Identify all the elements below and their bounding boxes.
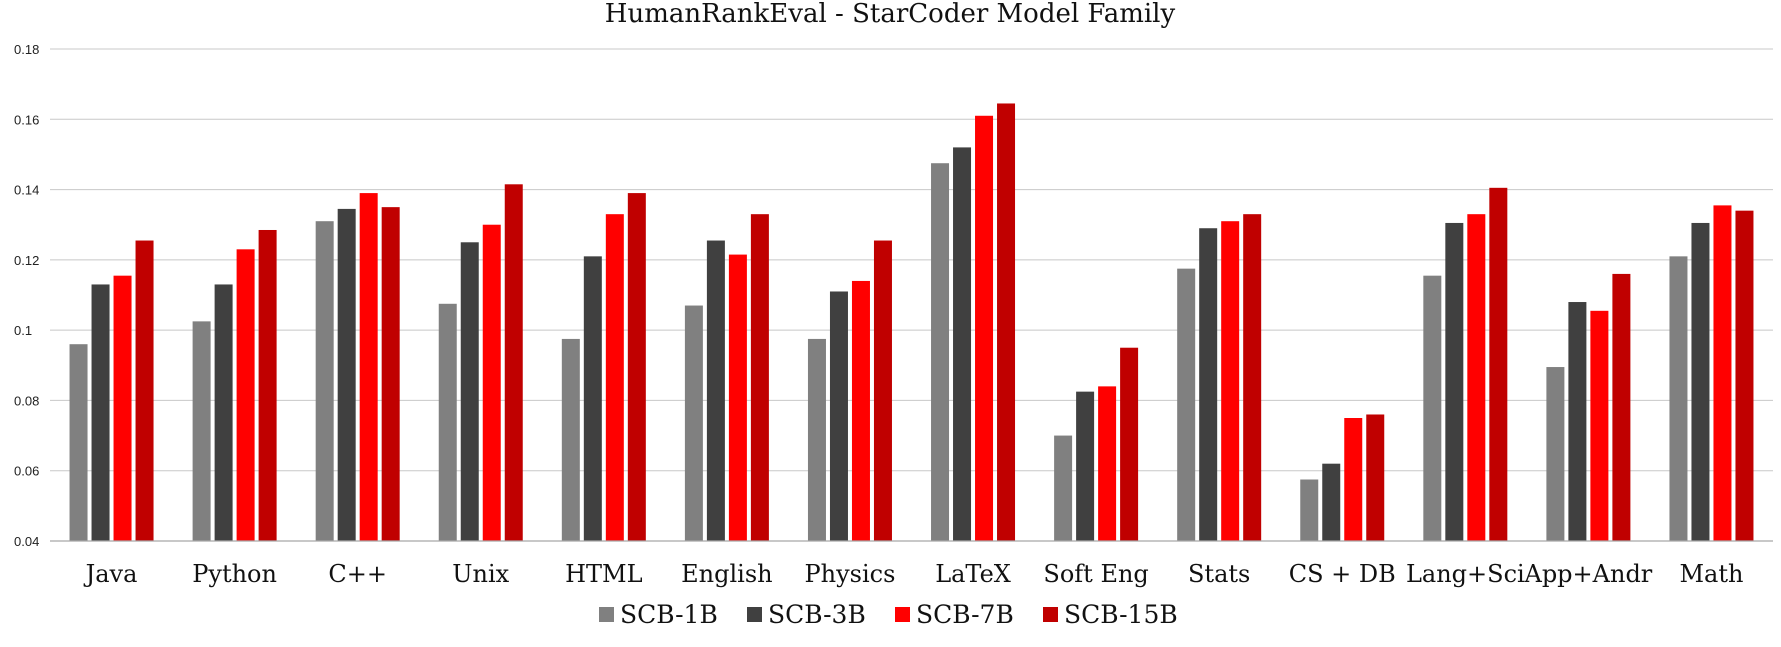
legend-label-scb-3b: SCB-3B (768, 600, 866, 629)
bar-scb-7b-english (728, 254, 747, 542)
x-category-label: Stats (1188, 560, 1250, 588)
bar-scb-7b-math (1713, 205, 1732, 541)
bar-scb-7b-java (113, 275, 132, 541)
bar-scb-15b-stats (1243, 214, 1262, 541)
bar-scb-3b-unix (460, 242, 479, 542)
x-category-label: Java (83, 560, 138, 588)
bar-scb-3b-english (706, 240, 725, 541)
y-axis-ticks: 0.04 0.06 0.08 0.1 0.12 0.14 0.16 0.18 (14, 42, 39, 549)
bar-scb-3b-html (583, 256, 602, 541)
bar-scb-15b-cs-db (1366, 414, 1385, 541)
bar-scb-1b-soft-eng (1054, 435, 1073, 541)
legend-label-scb-1b: SCB-1B (620, 600, 718, 629)
bar-scb-3b-python (214, 284, 233, 541)
bar-scb-7b-unix (482, 224, 501, 541)
bar-scb-15b-latex (997, 103, 1016, 541)
bar-scb-3b-app-andr (1568, 302, 1587, 541)
bars (69, 103, 1754, 542)
bar-scb-7b-latex (975, 115, 994, 542)
x-category-label: Math (1679, 560, 1743, 588)
bar-scb-7b-c- (359, 193, 378, 542)
legend-swatch-scb-3b (747, 607, 762, 622)
x-category-label: LaTeX (935, 560, 1011, 588)
x-category-label: C++ (328, 560, 387, 588)
bar-scb-3b-soft-eng (1076, 391, 1095, 541)
x-category-label: Physics (805, 560, 896, 588)
legend: SCB-1B SCB-3B SCB-7B SCB-15B (599, 600, 1178, 629)
bar-scb-7b-physics (851, 280, 870, 541)
bar-scb-1b-physics (807, 338, 826, 541)
legend-swatch-scb-1b (599, 607, 614, 622)
bar-scb-1b-html (561, 338, 580, 541)
x-category-label: HTML (565, 560, 643, 588)
y-tick-label: 0.06 (14, 464, 39, 479)
x-category-label: App+Andr (1523, 560, 1652, 588)
bar-scb-1b-math (1669, 256, 1688, 541)
bar-scb-7b-soft-eng (1098, 386, 1117, 541)
bar-scb-7b-python (236, 249, 255, 542)
bar-scb-15b-physics (873, 240, 892, 541)
y-tick-label: 0.12 (14, 253, 39, 268)
bar-scb-1b-unix (438, 303, 457, 541)
bar-scb-15b-soft-eng (1120, 347, 1139, 541)
bar-scb-1b-english (684, 305, 703, 541)
y-tick-label: 0.04 (14, 534, 39, 549)
y-tick-label: 0.1 (14, 323, 32, 338)
legend-label-scb-15b: SCB-15B (1064, 600, 1178, 629)
bar-scb-3b-physics (829, 291, 848, 541)
bar-scb-15b-math (1735, 210, 1754, 541)
bar-scb-1b-app-andr (1546, 367, 1565, 541)
chart-title: HumanRankEval - StarCoder Model Family (605, 0, 1176, 29)
bar-scb-1b-cs-db (1300, 479, 1319, 541)
legend-swatch-scb-7b (895, 607, 910, 622)
bar-scb-7b-cs-db (1344, 418, 1363, 541)
bar-scb-7b-html (605, 214, 624, 541)
legend-label-scb-7b: SCB-7B (916, 600, 1014, 629)
bar-scb-3b-stats (1199, 228, 1218, 541)
bar-scb-1b-java (69, 344, 88, 541)
bar-scb-3b-latex (953, 147, 972, 541)
bar-scb-15b-app-andr (1612, 273, 1631, 541)
bar-scb-1b-python (192, 321, 211, 541)
bar-scb-1b-lang-sci (1423, 275, 1442, 541)
bar-scb-1b-stats (1177, 268, 1196, 541)
x-axis-categories: Java Python C++ Unix HTML English Physics LaTeX… (83, 560, 1744, 588)
bar-scb-7b-stats (1221, 221, 1240, 541)
bar-scb-1b-latex (931, 163, 950, 541)
bar-scb-15b-english (750, 214, 769, 541)
bar-scb-15b-python (258, 229, 277, 541)
bar-scb-15b-c- (381, 207, 400, 541)
x-category-label: Python (192, 560, 277, 588)
x-category-label: Lang+Sci (1406, 560, 1525, 588)
legend-swatch-scb-15b (1043, 607, 1058, 622)
y-tick-label: 0.16 (14, 112, 39, 127)
gridlines (50, 48, 1773, 472)
bar-scb-7b-lang-sci (1467, 214, 1486, 541)
bar-scb-3b-java (91, 284, 110, 541)
bar-scb-15b-html (627, 193, 646, 542)
x-category-label: CS + DB (1289, 560, 1396, 588)
x-category-label: English (681, 560, 772, 588)
x-category-label: Soft Eng (1043, 560, 1148, 588)
y-tick-label: 0.08 (14, 393, 39, 408)
bar-scb-1b-c- (315, 221, 334, 541)
bar-scb-3b-lang-sci (1445, 222, 1464, 541)
bar-scb-3b-math (1691, 222, 1710, 541)
bar-scb-7b-app-andr (1590, 310, 1609, 541)
y-tick-label: 0.18 (14, 42, 39, 57)
bar-scb-15b-lang-sci (1489, 187, 1508, 542)
bar-scb-15b-unix (504, 184, 523, 542)
bar-scb-3b-cs-db (1322, 463, 1341, 541)
bar-scb-3b-c- (337, 208, 356, 541)
y-tick-label: 0.14 (14, 183, 39, 198)
x-category-label: Unix (452, 560, 509, 588)
bar-scb-15b-java (135, 240, 154, 541)
